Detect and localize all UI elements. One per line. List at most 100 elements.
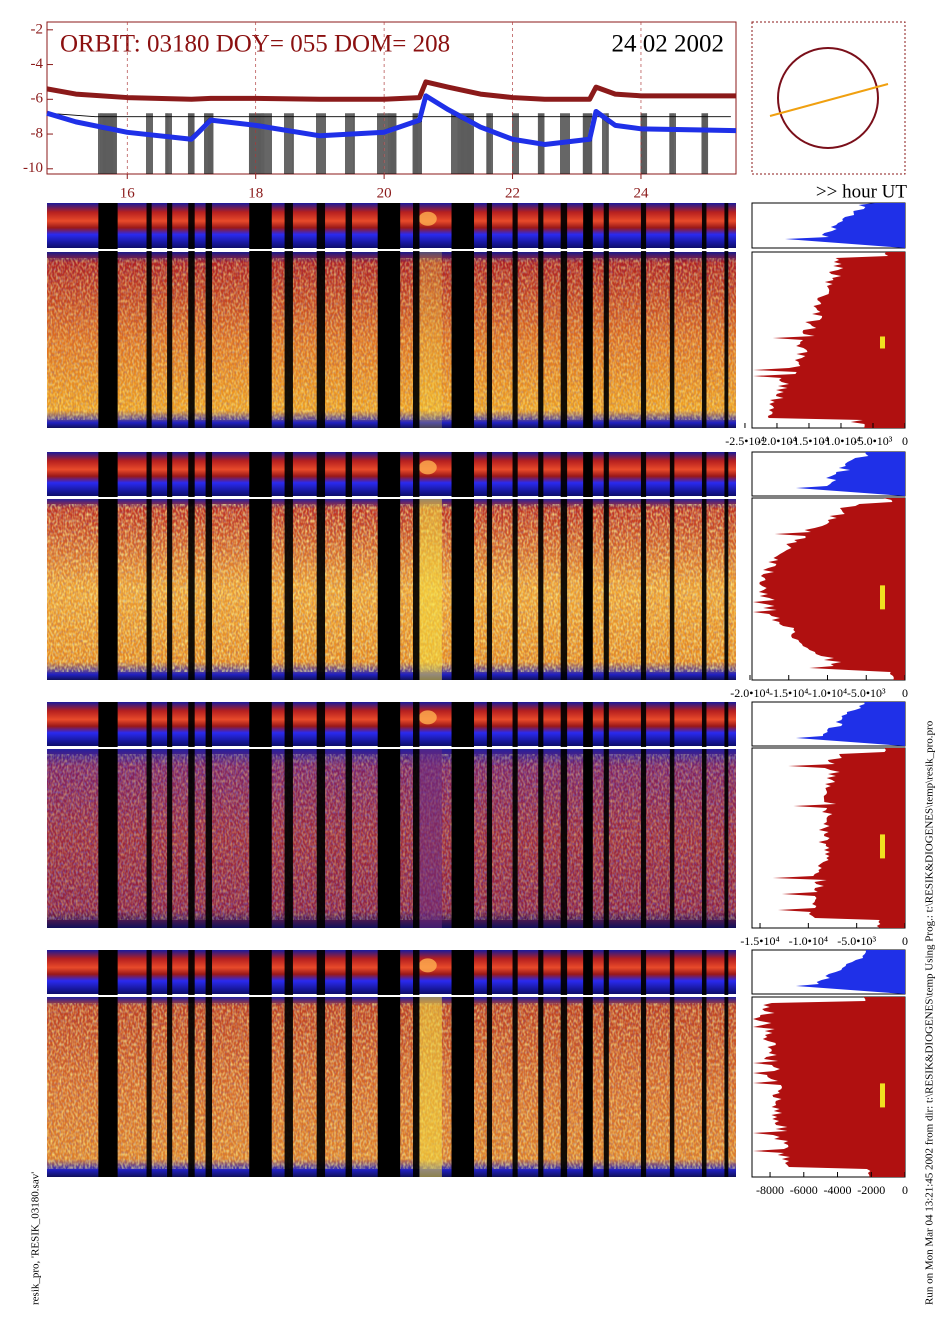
gap: [701, 203, 707, 428]
gap: [701, 950, 707, 1177]
gap: [167, 452, 173, 680]
gap: [205, 950, 213, 1177]
side-profile: [795, 452, 905, 496]
marker: [880, 336, 885, 349]
gap: [669, 203, 675, 428]
gap: [284, 702, 293, 928]
gap: [377, 950, 401, 1177]
x-tick-label: -2.0•10⁴: [757, 434, 796, 448]
gap: [413, 702, 420, 928]
y-tick-label: -4: [31, 56, 44, 72]
gap: [560, 203, 568, 428]
x-tick-label: -2.0•10⁴: [730, 686, 769, 700]
marker: [880, 834, 885, 859]
gap: [640, 950, 647, 1177]
x-tick-label: 16: [120, 185, 136, 201]
gap: [98, 203, 118, 428]
gap: [451, 702, 475, 928]
gap: [249, 950, 272, 1177]
flare: [418, 710, 437, 725]
x-tick-label: -1.5•10⁴: [740, 934, 779, 948]
x-tick-label: -1.5•10⁴: [769, 686, 808, 700]
gap: [345, 950, 353, 1177]
series-line: [46, 93, 737, 147]
gap: [377, 203, 401, 428]
flare: [418, 211, 437, 226]
gap: [512, 950, 518, 1177]
x-tick-label: 20: [377, 185, 392, 201]
gap: [413, 452, 420, 680]
gap: [603, 203, 609, 428]
gap: [146, 702, 152, 928]
gap: [603, 950, 609, 1177]
gap: [486, 950, 492, 1177]
side-profile: [785, 203, 905, 248]
gap: [724, 950, 729, 1177]
gap: [146, 950, 152, 1177]
gap: [560, 452, 568, 680]
gap: [316, 950, 326, 1177]
marker: [880, 585, 885, 610]
gap: [538, 950, 544, 1177]
orbit-circle: [777, 47, 879, 149]
gap: [188, 203, 195, 428]
gap: [345, 702, 353, 928]
x-tick-label: -5.0•10³: [837, 934, 876, 948]
gap: [167, 702, 173, 928]
y-tick-label: -6: [31, 91, 44, 107]
footer-left: resik_pro, 'RESIK_03180.sav': [30, 1172, 42, 1305]
gap: [98, 702, 118, 928]
date: 24 02 2002: [612, 31, 725, 58]
flare-band: [419, 997, 442, 1177]
x-tick-label: -1.0•10⁴: [821, 434, 860, 448]
gap: [167, 950, 173, 1177]
gap: [486, 702, 492, 928]
gap: [316, 203, 326, 428]
gap: [188, 950, 195, 1177]
gap: [413, 950, 420, 1177]
side-profile: [753, 997, 905, 1177]
gap: [724, 702, 729, 928]
x-tick-label: -4000: [824, 1183, 852, 1197]
gap: [284, 950, 293, 1177]
y-tick-label: -10: [23, 160, 43, 176]
gap: [451, 950, 475, 1177]
side-profile: [772, 748, 905, 928]
chart-title: ORBIT: 03180 DOY= 055 DOM= 208: [60, 31, 450, 58]
gap: [345, 452, 353, 680]
side-profile: [795, 950, 905, 994]
gap: [560, 950, 568, 1177]
gap: [583, 950, 593, 1177]
side-profile: [795, 702, 905, 746]
gap: [98, 950, 118, 1177]
trace: [46, 112, 731, 118]
gap: [538, 702, 544, 928]
flare-band: [419, 748, 442, 928]
gap: [583, 452, 593, 680]
gap: [701, 452, 707, 680]
x-tick-label: -8000: [756, 1183, 784, 1197]
flare-band: [419, 498, 442, 680]
gap: [167, 203, 173, 428]
gap: [249, 203, 272, 428]
x-tick-label: -2000: [857, 1183, 885, 1197]
gap: [98, 452, 118, 680]
footer-right: Run on Mon Mar 04 13:21:45 2002 from dir…: [924, 720, 936, 1305]
gap: [377, 702, 401, 928]
gap: [724, 203, 729, 428]
gap: [560, 702, 568, 928]
gap: [486, 203, 492, 428]
x-tick-label: -1.5•10⁴: [789, 434, 828, 448]
gap: [249, 702, 272, 928]
gap: [413, 203, 420, 428]
gap: [188, 452, 195, 680]
gap: [583, 203, 593, 428]
gap: [603, 452, 609, 680]
series-line: [46, 79, 736, 102]
gap: [316, 702, 326, 928]
gap: [640, 203, 647, 428]
x-tick-label: 0: [902, 1183, 908, 1197]
gap: [345, 203, 353, 428]
gap: [451, 452, 475, 680]
